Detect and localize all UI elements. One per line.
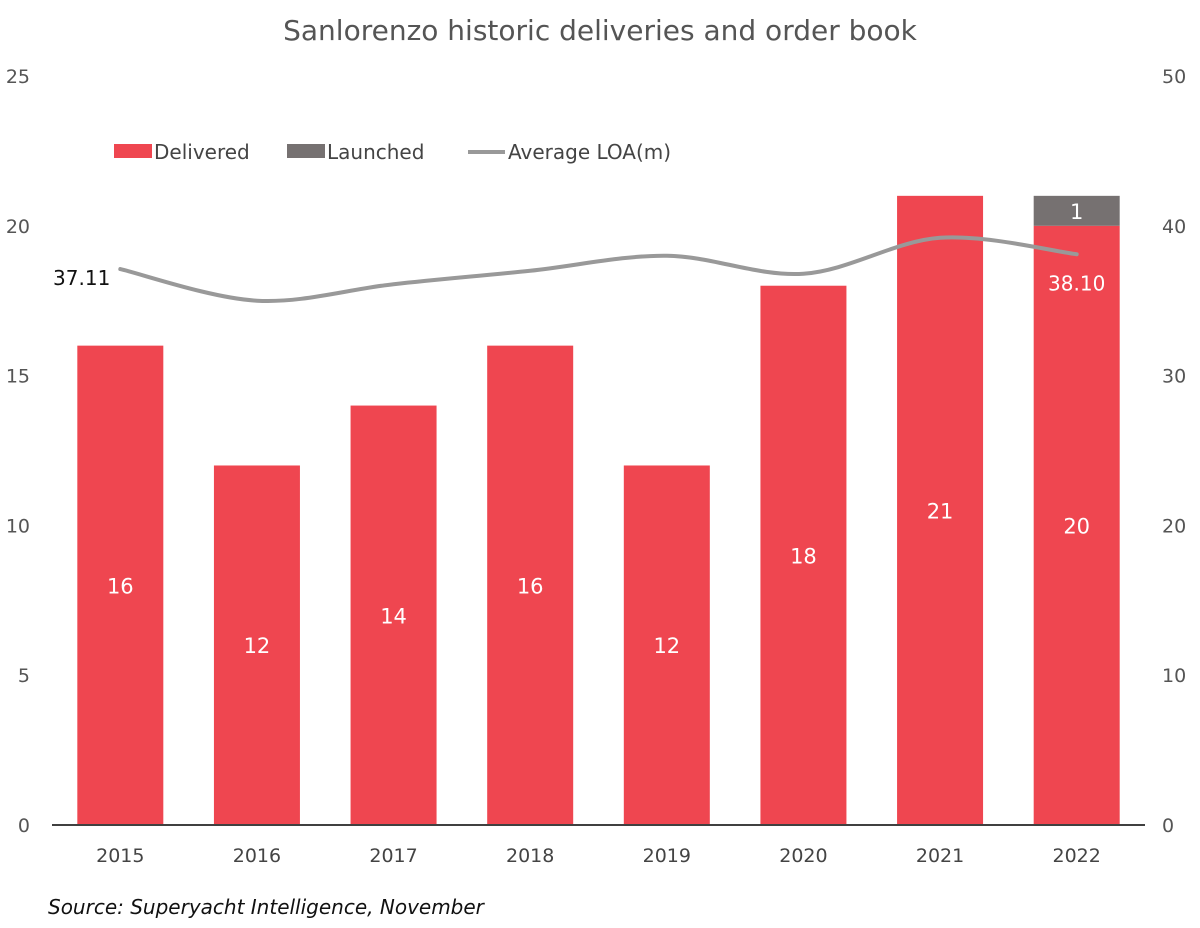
bar-value-label: 16 [107, 574, 134, 598]
x-tick-label: 2017 [369, 845, 417, 867]
line-value-label: 37.11 [53, 266, 110, 290]
bar-launched-2022 [1033, 195, 1120, 226]
x-axis: 2015 2016 2017 2018 2019 2020 2021 2022 [52, 824, 1145, 867]
legend-label: Launched [327, 140, 424, 164]
bar-value-label: 1 [1070, 200, 1083, 224]
x-tick-label: 2018 [506, 845, 554, 867]
bar-delivered-2015 [77, 345, 164, 825]
x-tick-label: 2021 [916, 845, 964, 867]
left-tick-label: 0 [18, 815, 30, 837]
average-loa-line [118, 235, 1079, 304]
average-loa-line-layer: 37.11 38.10 [53, 235, 1105, 304]
right-tick-label: 20 [1162, 515, 1186, 537]
bar-value-label: 18 [790, 544, 817, 568]
right-axis: 0 10 20 30 40 50 [1162, 66, 1186, 837]
bar-value-label: 21 [927, 499, 954, 523]
legend-label: Average LOA(m) [508, 140, 671, 164]
bar-value-label: 20 [1063, 514, 1090, 538]
legend-swatch [114, 144, 152, 158]
bar-value-label: 14 [380, 604, 407, 628]
right-tick-label: 30 [1162, 366, 1186, 388]
x-tick-label: 2020 [779, 845, 827, 867]
bar-delivered-2017 [350, 405, 437, 825]
left-tick-label: 5 [18, 665, 30, 687]
legend: Delivered Launched Average LOA(m) [114, 140, 671, 164]
legend-swatch [287, 144, 325, 158]
left-axis: 0 5 10 15 20 25 [6, 66, 30, 837]
bar-delivered-2018 [487, 345, 574, 825]
bar-value-label: 16 [517, 574, 544, 598]
x-tick-label: 2015 [96, 845, 144, 867]
bars: 16 12 14 16 12 18 21 20 1 [77, 195, 1120, 826]
left-tick-label: 10 [6, 515, 30, 537]
x-tick-label: 2016 [233, 845, 281, 867]
right-tick-label: 0 [1162, 815, 1174, 837]
left-tick-label: 15 [6, 366, 30, 388]
x-tick-label: 2022 [1053, 845, 1101, 867]
bar-value-label: 12 [653, 634, 680, 658]
x-tick-label: 2019 [643, 845, 691, 867]
bar-delivered-2019 [623, 465, 710, 825]
right-tick-label: 10 [1162, 665, 1186, 687]
left-tick-label: 25 [6, 66, 30, 88]
legend-label: Delivered [154, 140, 250, 164]
chart-title: Sanlorenzo historic deliveries and order… [283, 14, 918, 47]
bar-delivered-2016 [213, 465, 300, 825]
source-note: Source: Superyacht Intelligence, Novembe… [48, 895, 486, 919]
line-value-label: 38.10 [1048, 271, 1105, 295]
bar-value-label: 12 [244, 634, 271, 658]
bar-delivered-2022 [1033, 225, 1120, 826]
right-tick-label: 50 [1162, 66, 1186, 88]
bar-delivered-2021 [897, 195, 984, 826]
right-tick-label: 40 [1162, 216, 1186, 238]
bar-delivered-2020 [760, 285, 847, 826]
left-tick-label: 20 [6, 216, 30, 238]
